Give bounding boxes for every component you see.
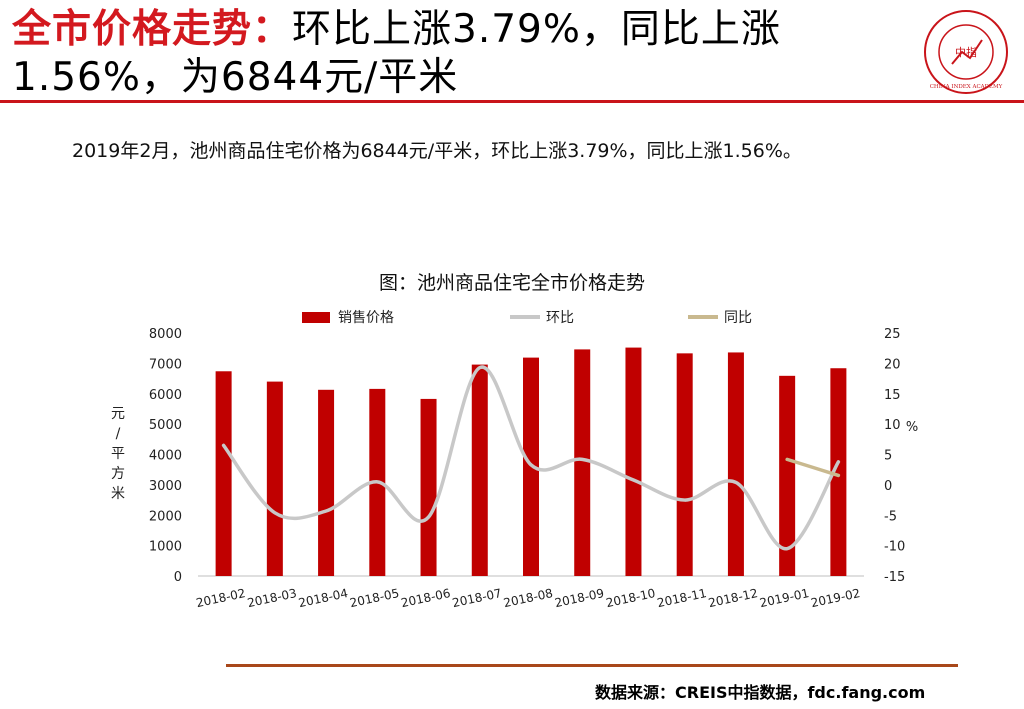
y-left-tick-label: 6000 — [149, 388, 182, 403]
bar-2018-03 — [266, 381, 283, 576]
bar-2018-11 — [676, 353, 693, 576]
bar-2018-07 — [471, 364, 488, 576]
bar-2019-01 — [779, 375, 796, 576]
y-right-tick-label: 15 — [884, 388, 901, 403]
y-right-tick-label: 0 — [884, 479, 892, 494]
x-tick-label: 2018-06 — [400, 586, 452, 610]
y-right-tick-label: 5 — [884, 449, 892, 464]
title-highlight: 全市价格走势： — [12, 7, 293, 52]
y-left-tick-label: 3000 — [149, 479, 182, 494]
y-left-axis-label-char: 平 — [111, 446, 125, 462]
title-divider — [0, 100, 1024, 103]
bar-2018-06 — [420, 398, 437, 576]
x-tick-label: 2018-08 — [502, 586, 554, 610]
svg-text:CHINA INDEX ACADEMY: CHINA INDEX ACADEMY — [930, 84, 1003, 90]
x-tick-label: 2018-12 — [707, 586, 759, 610]
x-tick-label: 2018-02 — [195, 586, 247, 610]
x-tick-label: 2019-02 — [810, 586, 862, 610]
bar-2018-04 — [318, 389, 335, 576]
legend-swatch-price — [302, 312, 330, 323]
y-left-tick-label: 7000 — [149, 357, 182, 372]
bar-2018-12 — [727, 352, 744, 576]
legend-label: 环比 — [546, 310, 574, 326]
title-line1: 环比上涨3.79%，同比上涨 — [292, 7, 781, 52]
y-left-axis-label-char: 米 — [111, 486, 125, 502]
y-right-tick-label: 10 — [884, 418, 901, 433]
y-right-tick-label: -5 — [884, 509, 897, 524]
y-left-tick-label: 0 — [174, 570, 182, 585]
x-tick-label: 2019-01 — [758, 586, 810, 610]
x-tick-label: 2018-11 — [656, 586, 708, 610]
svg-text:中指: 中指 — [955, 45, 977, 59]
chart-title: 图：池州商品住宅全市价格走势 — [378, 272, 645, 294]
bar-2018-02 — [215, 371, 232, 576]
y-left-axis-label-char: / — [116, 426, 121, 442]
data-source: 数据来源：CREIS中指数据，fdc.fang.com — [595, 683, 926, 702]
y-left-tick-label: 4000 — [149, 449, 182, 464]
x-tick-label: 2018-09 — [553, 586, 605, 610]
x-tick-label: 2018-05 — [348, 586, 400, 610]
china-index-academy-logo: 中指 CHINA INDEX ACADEMY — [924, 10, 1008, 94]
y-left-tick-label: 5000 — [149, 418, 182, 433]
summary-text: 2019年2月，池州商品住宅价格为6844元/平米，环比上涨3.79%，同比上涨… — [72, 140, 802, 162]
legend-label: 销售价格 — [338, 310, 394, 326]
page-title: 全市价格走势：环比上涨3.79%，同比上涨 1.56%，为6844元/平米 — [12, 6, 892, 102]
x-tick-label: 2018-04 — [297, 586, 349, 610]
bar-2018-10 — [625, 347, 642, 576]
y-left-axis-label-char: 方 — [111, 466, 125, 482]
y-right-tick-label: 20 — [884, 357, 901, 372]
y-right-tick-label: -15 — [884, 570, 905, 585]
footer-divider — [226, 664, 958, 667]
y-left-axis-label-char: 元 — [111, 406, 125, 422]
y-left-tick-label: 2000 — [149, 509, 182, 524]
series-line-yoy — [785, 457, 841, 478]
y-left-tick-label: 8000 — [149, 327, 182, 342]
x-tick-label: 2018-07 — [451, 586, 503, 610]
series-line-mom — [221, 365, 841, 551]
price-trend-chart: 0 1000 2000 3000 4000 5000 6000 7000 8000 -15 -10 -… — [111, 310, 918, 610]
y-left-tick-label: 1000 — [149, 540, 182, 555]
y-right-axis-label: % — [906, 420, 918, 435]
x-tick-label: 2018-10 — [605, 586, 657, 610]
y-right-tick-label: 25 — [884, 327, 901, 342]
y-right-tick-label: -10 — [884, 540, 905, 555]
bar-2019-02 — [830, 368, 847, 576]
legend-label: 同比 — [724, 310, 752, 326]
bar-2018-09 — [574, 349, 591, 576]
x-tick-label: 2018-03 — [246, 586, 298, 610]
title-line2: 1.56%，为6844元/平米 — [12, 55, 459, 100]
